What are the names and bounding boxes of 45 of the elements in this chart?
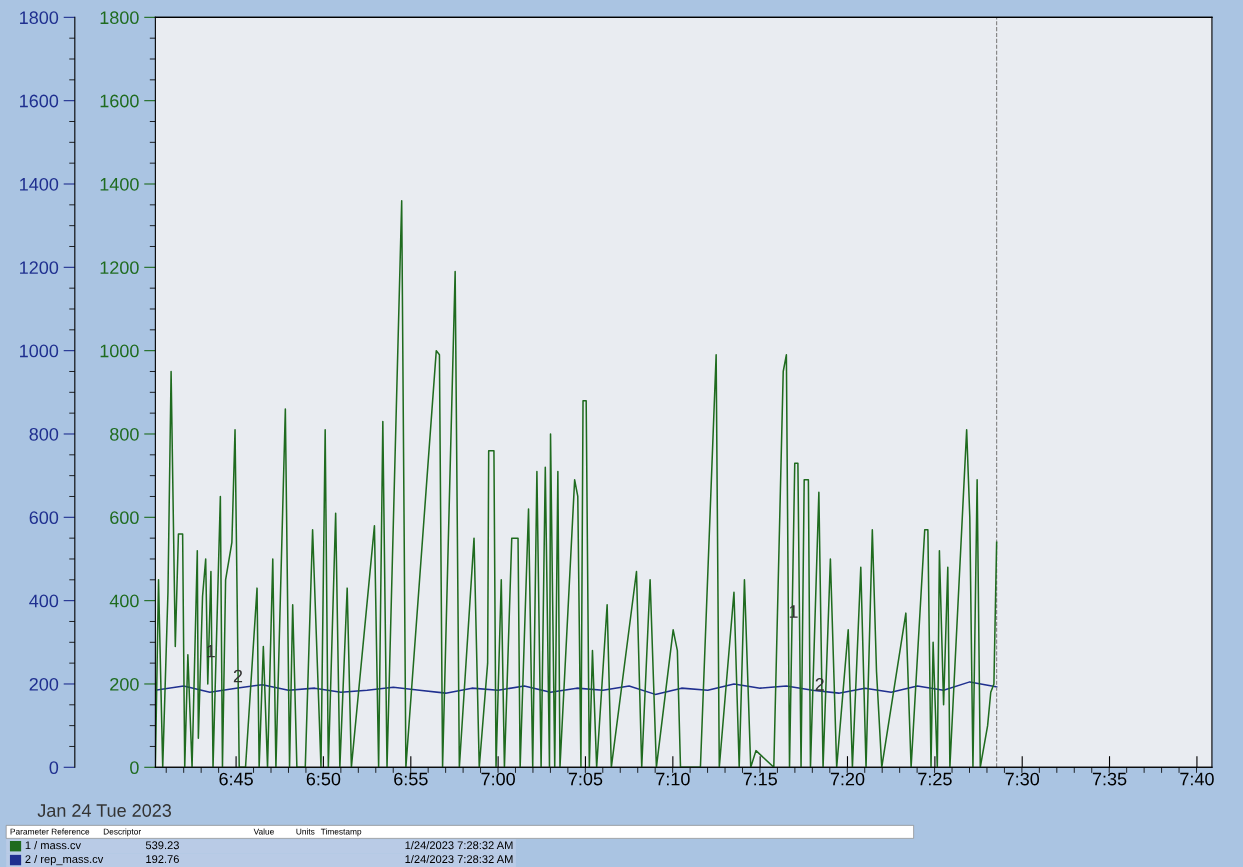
- text: Value: [253, 828, 274, 835]
- y2-tick-label: 0: [130, 761, 139, 775]
- y2-tick-label: 1400: [100, 177, 139, 191]
- x-tick-label: 7:00: [481, 772, 515, 786]
- x-tick-label: 7:35: [1092, 772, 1127, 786]
- x-tick-label: 7:15: [743, 772, 777, 786]
- y2-tick-label: 800: [110, 427, 139, 441]
- x-tick-label: 7:05: [568, 772, 603, 786]
- y-tick-label: 1800: [20, 11, 59, 25]
- text: Units: [296, 828, 315, 835]
- y2-tick-label: 1200: [100, 261, 139, 275]
- text: 539.23: [145, 841, 179, 850]
- x-tick-label: 7:40: [1180, 772, 1214, 786]
- y2-tick-label: 1000: [100, 344, 139, 358]
- y-tick-label: 1200: [20, 261, 59, 275]
- x-tick-label: 6:45: [219, 772, 253, 786]
- y-tick-label: 200: [29, 677, 59, 691]
- annotation: 1: [207, 644, 215, 658]
- y-tick-label: 600: [29, 511, 59, 525]
- y-tick-label: 0: [49, 761, 59, 775]
- x-tick-label: 7:25: [918, 772, 952, 786]
- y-tick-label: 1400: [20, 177, 59, 191]
- y2-tick-label: 200: [110, 677, 139, 691]
- legend-label: 1 / mass.cv: [25, 841, 82, 850]
- y-tick-label: 800: [29, 427, 59, 441]
- y2-tick-label: 1600: [100, 94, 139, 108]
- y2-tick-label: 600: [110, 511, 139, 525]
- x-tick-label: 7:30: [1005, 772, 1040, 786]
- y-tick-label: 400: [29, 594, 59, 608]
- y2-tick-label: 400: [109, 594, 139, 608]
- text: Parameter Reference: [10, 828, 90, 835]
- text: Jan 24 Tue 2023: [37, 804, 172, 817]
- legend-label: 2 / rep_mass.cv: [25, 854, 104, 866]
- x-tick-label: 6:55: [394, 772, 428, 786]
- text: 1/24/2023 7:28:32 AM: [405, 854, 513, 864]
- x-tick-label: 7:20: [830, 772, 865, 786]
- y-tick-label: 1000: [20, 344, 59, 358]
- y2-tick-label: 1800: [100, 11, 139, 25]
- text: Timestamp: [320, 828, 362, 837]
- text: 1/24/2023 7:28:32 AM: [405, 841, 513, 850]
- y-tick-label: 1600: [20, 94, 59, 108]
- text: 192.76: [146, 855, 179, 864]
- x-tick-label: 6:50: [306, 772, 341, 786]
- x-tick-label: 7:10: [656, 772, 690, 786]
- text: Descriptor: [103, 828, 141, 837]
